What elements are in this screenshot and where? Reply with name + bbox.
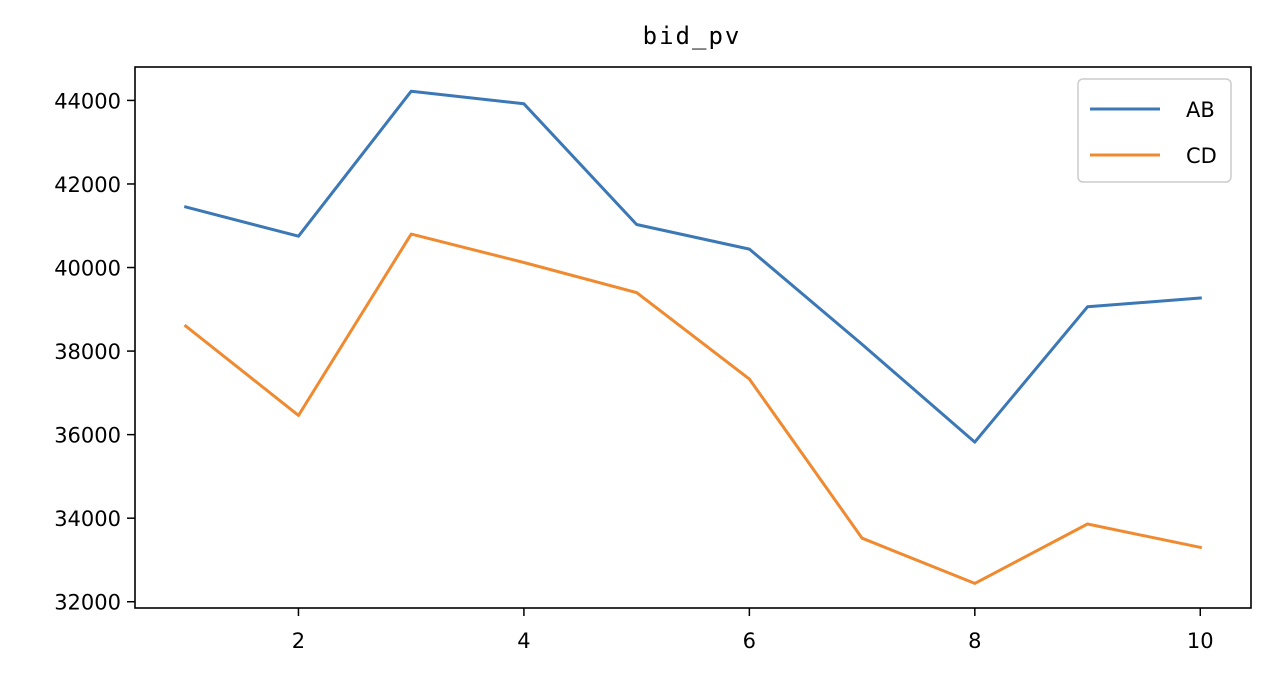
x-tick-label: 4 bbox=[517, 629, 530, 653]
legend-label-ab: AB bbox=[1186, 98, 1215, 122]
chart-title: bid_pv bbox=[643, 22, 742, 50]
x-tick-label: 8 bbox=[968, 629, 981, 653]
axes: 2 4 6 8 10 32000 34000 36000 38000 40000 42000 4400… bbox=[54, 66, 1252, 653]
y-tick-label: 34000 bbox=[54, 507, 121, 531]
x-tick-label: 2 bbox=[292, 629, 305, 653]
plot-area bbox=[183, 89, 1203, 585]
series-line-cd bbox=[183, 232, 1203, 585]
x-tick-label: 6 bbox=[743, 629, 756, 653]
y-tick-label: 32000 bbox=[54, 591, 121, 615]
y-tick-label: 42000 bbox=[54, 173, 121, 197]
y-tick-label: 40000 bbox=[54, 257, 121, 281]
y-tick-label: 38000 bbox=[54, 340, 121, 364]
legend-label-cd: CD bbox=[1186, 144, 1217, 168]
legend: AB CD bbox=[1077, 78, 1232, 183]
y-tick-label: 44000 bbox=[54, 89, 121, 113]
axes-frame bbox=[134, 66, 1252, 609]
series-line-ab bbox=[183, 89, 1202, 444]
y-tick-label: 36000 bbox=[54, 424, 121, 448]
x-tick-label: 10 bbox=[1187, 629, 1214, 653]
